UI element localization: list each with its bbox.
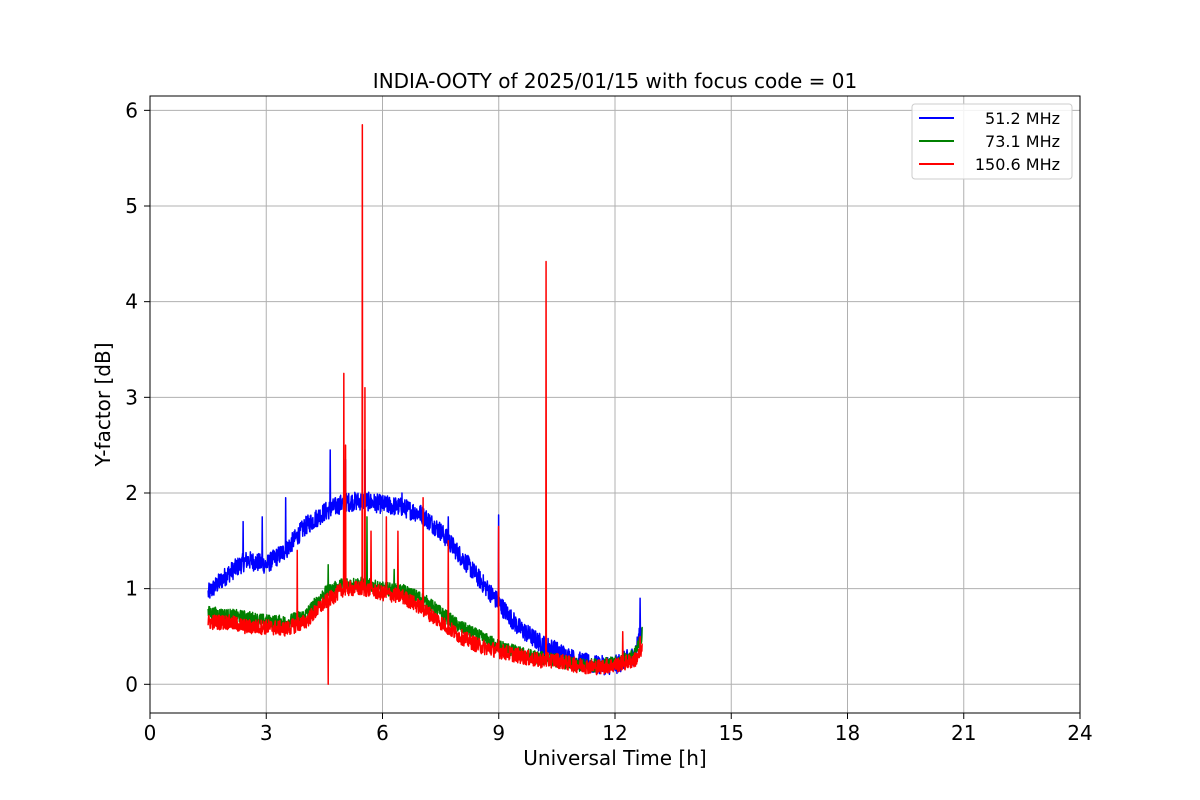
legend-label: 73.1 MHz (985, 132, 1060, 151)
x-tick-label: 15 (719, 721, 744, 745)
series-line (207, 123, 643, 686)
chart-title: INDIA-OOTY of 2025/01/15 with focus code… (373, 69, 857, 93)
x-tick-label: 3 (260, 721, 273, 745)
x-tick-label: 9 (492, 721, 505, 745)
x-tick-label: 12 (602, 721, 627, 745)
y-tick-label: 2 (125, 481, 138, 505)
y-tick-label: 6 (125, 98, 138, 122)
y-tick-label: 0 (125, 672, 138, 696)
legend: 51.2 MHz 73.1 MHz 150.6 MHz (911, 103, 1073, 180)
x-tick-label: 21 (951, 721, 976, 745)
y-tick-label: 3 (125, 385, 138, 409)
y-axis-label: Y-factor [dB] (91, 342, 115, 467)
y-tick-label: 1 (125, 577, 138, 601)
legend-box (911, 103, 1073, 180)
x-tick-label: 0 (144, 721, 157, 745)
y-tick-label: 5 (125, 194, 138, 218)
x-axis-label: Universal Time [h] (523, 746, 706, 770)
legend-label: 51.2 MHz (985, 109, 1060, 128)
x-tick-label: 24 (1067, 721, 1092, 745)
x-tick-label: 18 (835, 721, 860, 745)
plot-series (207, 123, 643, 686)
legend-label: 150.6 MHz (975, 155, 1060, 174)
x-tick-label: 6 (376, 721, 389, 745)
y-tick-label: 4 (125, 290, 138, 314)
